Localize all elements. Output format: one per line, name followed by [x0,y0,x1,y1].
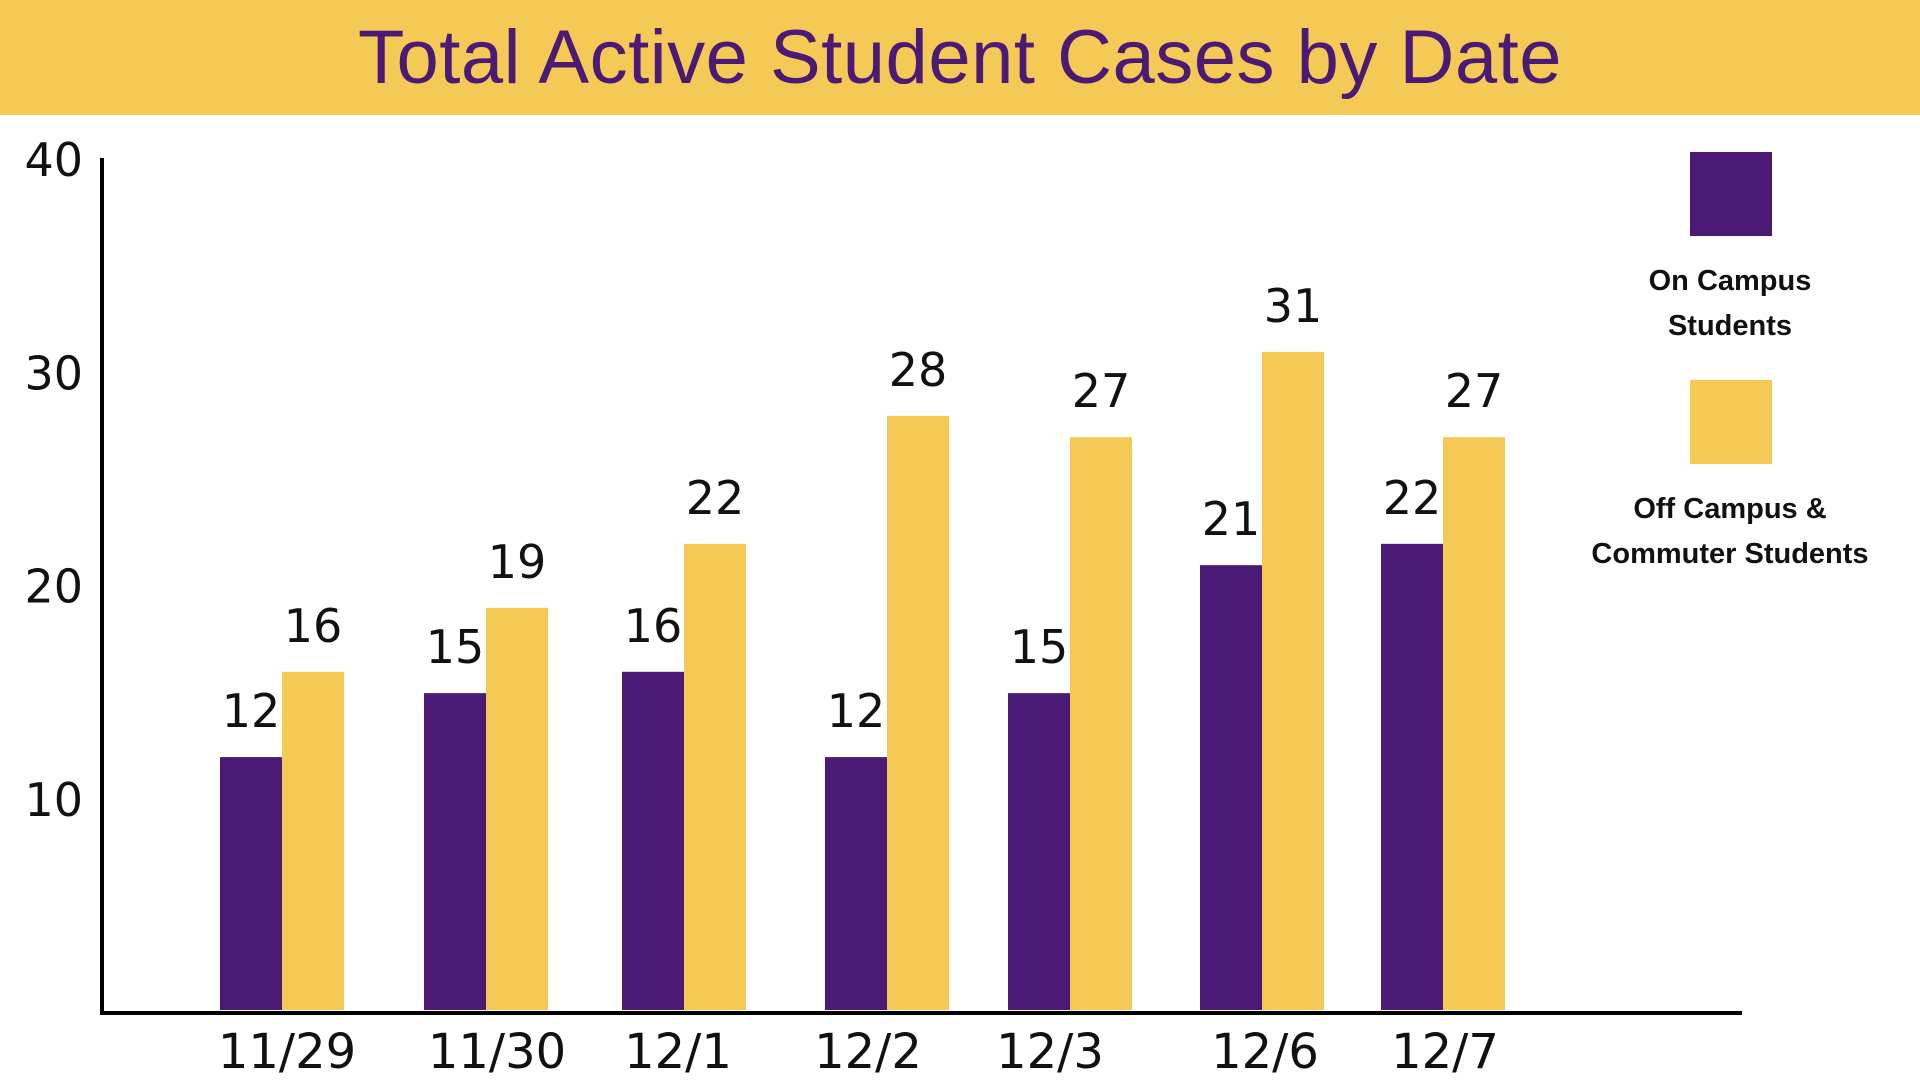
bar-data-label: 21 [1202,492,1261,546]
bar-data-label: 16 [624,599,683,653]
bar-series-1 [622,671,684,1010]
legend-label: Off Campus & [1633,493,1826,525]
bar-series-2 [486,607,548,1010]
bar-series-2 [887,415,949,1010]
bar-series-2 [1443,437,1505,1011]
legend-swatch-1 [1690,152,1772,236]
bar-series-1 [1381,543,1443,1010]
y-tick-label: 30 [24,346,83,400]
bar-series-1 [220,757,282,1010]
bar-series-1 [424,693,486,1010]
title-band: Total Active Student Cases by Date [0,0,1920,115]
bar-series-1 [825,757,887,1010]
legend-swatch-2 [1690,380,1772,464]
bar-data-label: 27 [1445,364,1504,418]
x-category-label: 11/30 [428,1024,566,1080]
bar-series-2 [1262,351,1324,1010]
y-tick-label: 20 [24,560,83,614]
legend-label: Commuter Students [1591,538,1868,570]
y-tick-label: 10 [24,773,83,827]
legend-label: On Campus [1649,265,1812,297]
bar-data-label: 15 [1010,620,1069,674]
x-category-label: 12/1 [624,1024,732,1080]
bar-data-label: 27 [1072,364,1131,418]
bar-data-label: 22 [1383,471,1442,525]
y-tick-label: 40 [24,133,83,187]
bar-series-2 [1070,437,1132,1011]
bar-data-label: 16 [284,599,343,653]
chart-title: Total Active Student Cases by Date [357,15,1563,100]
x-category-label: 12/7 [1391,1024,1499,1080]
bar-series-2 [282,671,344,1010]
x-category-label: 12/6 [1211,1024,1319,1080]
x-category-label: 11/29 [218,1024,356,1080]
x-category-label: 12/3 [996,1024,1104,1080]
bar-series-1 [1200,565,1262,1010]
bar-data-label: 28 [889,343,948,397]
legend-label: Students [1668,310,1792,342]
bar-series-1 [1008,693,1070,1010]
bar-data-label: 19 [488,535,547,589]
bar-data-label: 15 [426,620,485,674]
bar-data-label: 12 [222,684,281,738]
x-category-label: 12/2 [814,1024,922,1080]
bar-data-label: 22 [686,471,745,525]
bar-series-2 [684,543,746,1010]
bar-data-label: 12 [827,684,886,738]
bar-data-label: 31 [1264,279,1323,333]
